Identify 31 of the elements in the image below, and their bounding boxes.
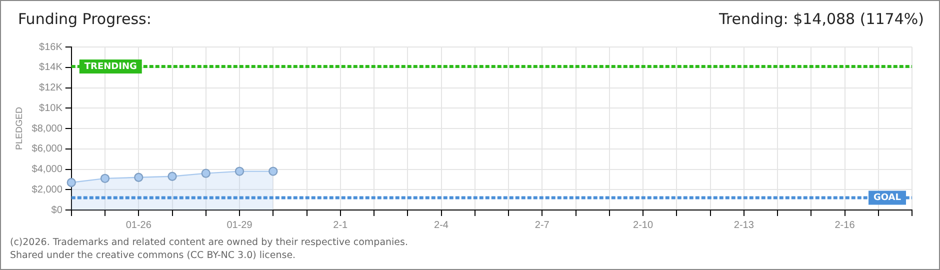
chart-title: Funding Progress: <box>18 10 152 28</box>
x-tick-label: 2-7 <box>534 220 550 231</box>
text: Shared under the creative commons (CC BY-NC 3.0) license. <box>10 249 297 262</box>
y-tick-label: $16K <box>39 42 63 53</box>
point <box>168 172 177 181</box>
y-tick-label: $0 <box>51 204 63 216</box>
y-tick-label: $10K <box>39 102 63 114</box>
ref-line-label: TRENDING <box>84 62 137 72</box>
y-tick-label: $4,000 <box>32 164 63 175</box>
point <box>100 174 110 184</box>
point <box>268 166 278 176</box>
point <box>234 166 244 176</box>
x-tick-label: 2-16 <box>834 220 856 231</box>
point <box>201 168 210 178</box>
x-tick-label: 01-29 <box>226 220 253 231</box>
point <box>134 172 144 182</box>
text: (c)2026. Trademarks and related content are owned by their respective companies. <box>10 236 408 249</box>
y-tick-label: $12K <box>39 82 63 94</box>
x-tick-label: 2-10 <box>632 220 654 231</box>
x-tick-label: 01-26 <box>126 220 152 231</box>
y-tick-label: $6,000 <box>32 144 63 155</box>
ref-line-label: GOAL <box>874 193 902 204</box>
y-tick-label: $8,000 <box>32 123 63 134</box>
x-tick-label: 2-4 <box>434 220 449 231</box>
y-tick-label: $14K <box>39 62 63 74</box>
point <box>66 178 76 188</box>
x-tick-label: 2-13 <box>734 220 754 231</box>
y-axis-title: PLEDGED <box>14 106 24 150</box>
x-tick-label: 2-1 <box>333 220 348 231</box>
text: Trending: $14,088 (1174%) <box>719 10 924 28</box>
y-tick-label: $2,000 <box>32 184 63 196</box>
